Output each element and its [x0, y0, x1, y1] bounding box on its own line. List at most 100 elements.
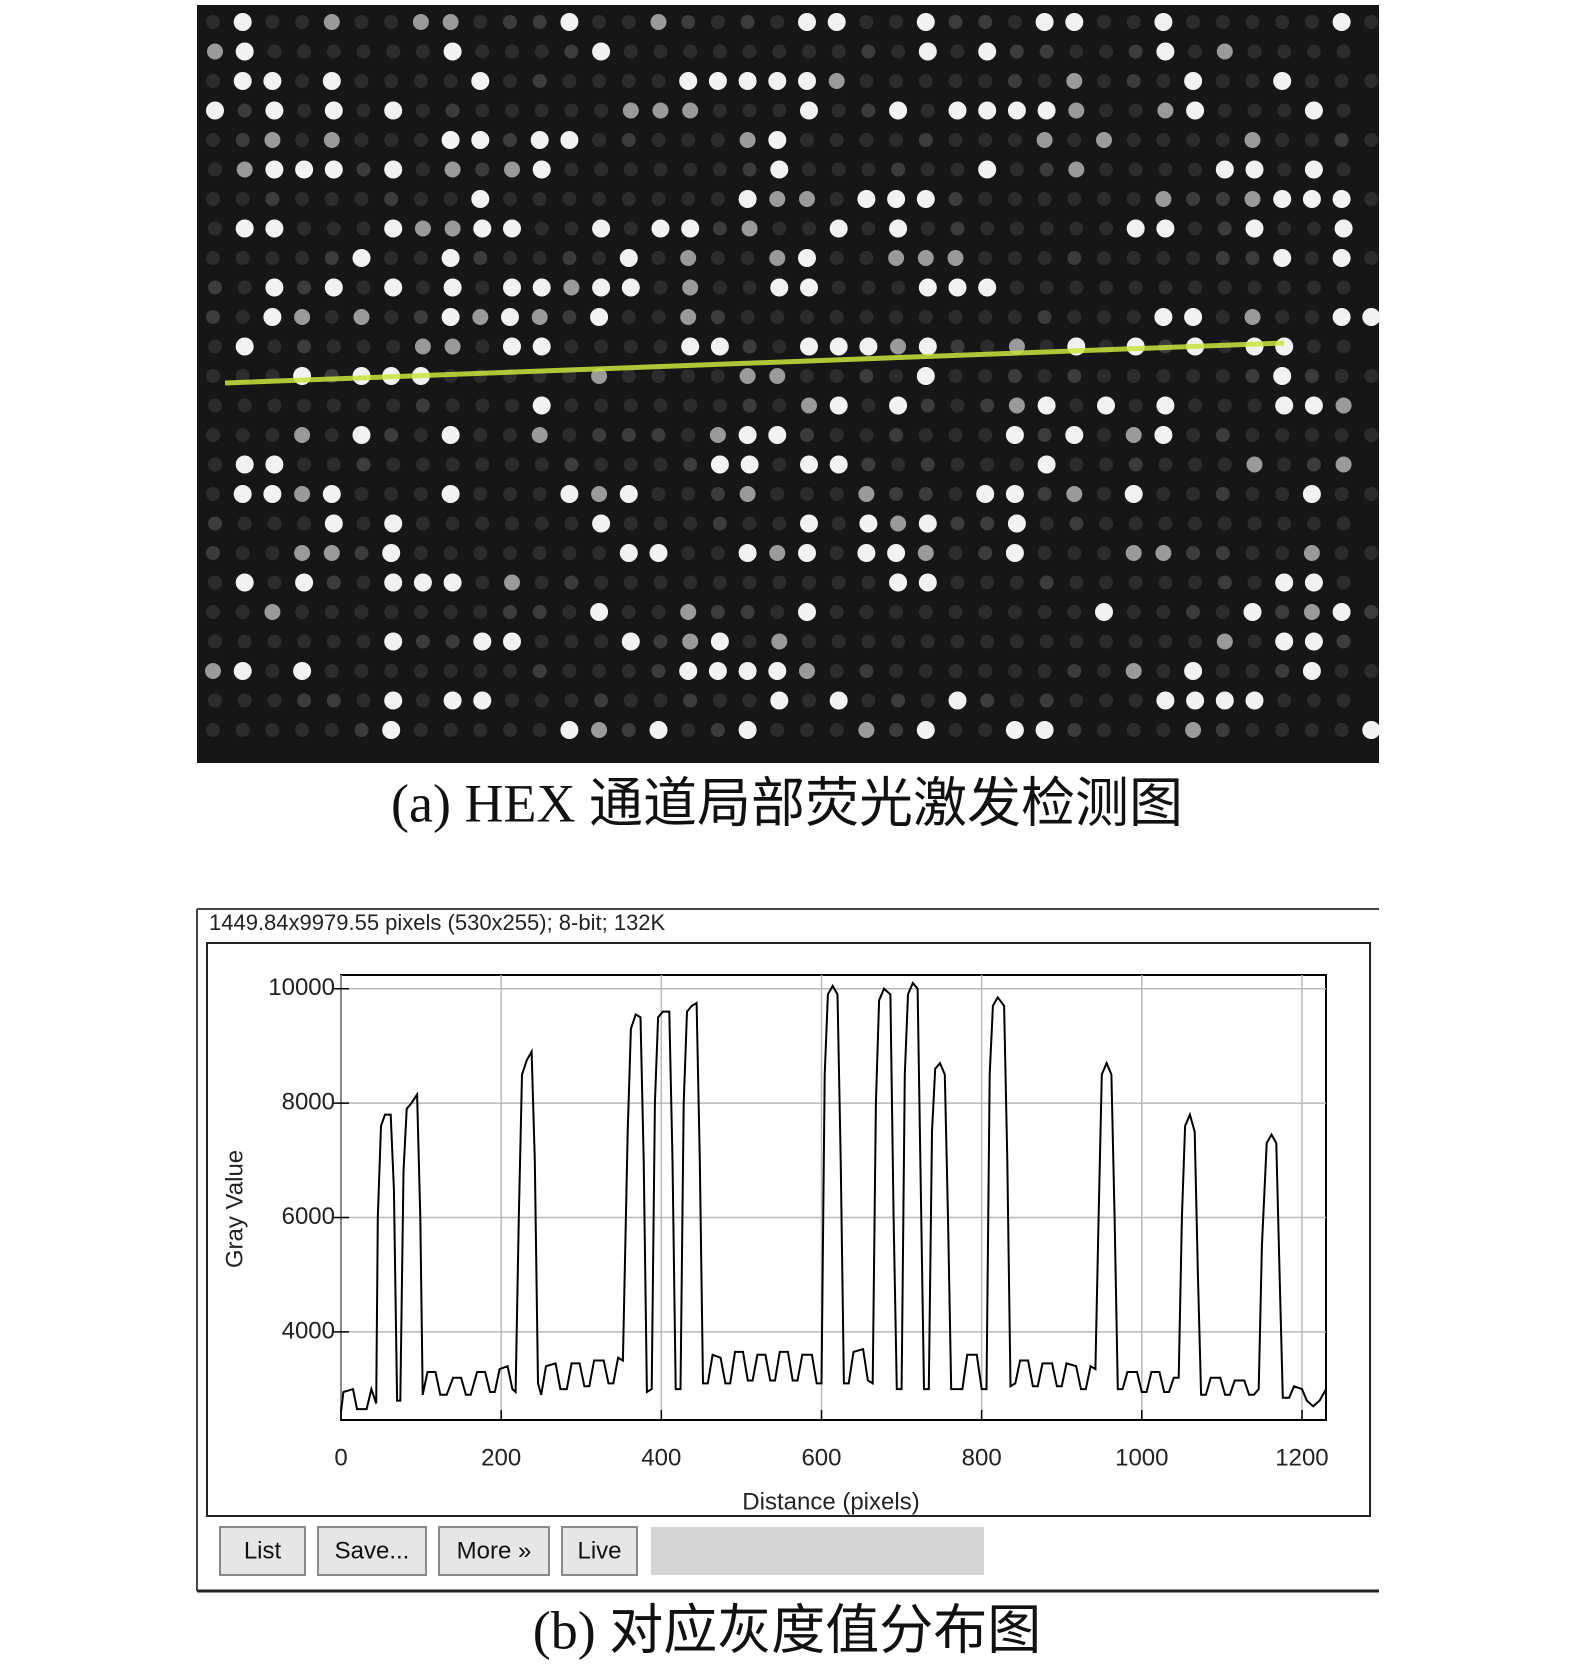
dot: [208, 398, 222, 413]
dot: [1336, 575, 1351, 590]
dot: [651, 310, 666, 324]
button-label[interactable]: List: [244, 1537, 282, 1564]
dot: [651, 487, 666, 501]
dot: [1099, 457, 1113, 472]
dot: [1007, 133, 1022, 147]
dot: [1215, 691, 1234, 710]
dot: [206, 133, 220, 147]
dot: [1335, 456, 1352, 473]
dot: [710, 251, 725, 265]
dot: [265, 219, 284, 238]
dot: [384, 632, 403, 651]
dot: [1069, 398, 1084, 413]
dot: [681, 15, 696, 29]
dot: [532, 160, 551, 179]
dot: [1303, 545, 1320, 561]
dot: [889, 219, 908, 238]
dot: [682, 279, 699, 296]
dot: [564, 575, 579, 590]
dot: [206, 310, 220, 324]
dot: [592, 133, 607, 147]
dot: [889, 428, 904, 442]
dot: [1188, 457, 1203, 472]
dot: [1066, 73, 1083, 89]
dot: [208, 516, 222, 531]
dot: [738, 721, 757, 739]
dot: [295, 160, 314, 179]
dot: [237, 634, 252, 649]
dot: [532, 337, 551, 356]
dot: [1334, 369, 1349, 383]
dot: [263, 72, 282, 90]
dot: [413, 723, 428, 737]
button[interactable]: [561, 1526, 638, 1576]
dot: [621, 310, 636, 324]
dot: [1334, 219, 1353, 238]
dot: [534, 103, 549, 118]
dot: [1009, 162, 1024, 177]
dot: [950, 634, 965, 649]
dot: [560, 721, 579, 739]
dot: [443, 74, 458, 88]
dot: [861, 103, 876, 118]
dot: [1005, 485, 1024, 503]
dot: [829, 428, 844, 442]
dot: [473, 664, 488, 678]
dot: [594, 398, 609, 413]
dot: [680, 604, 697, 620]
dot: [235, 251, 250, 265]
dot: [916, 721, 935, 739]
button[interactable]: [219, 1526, 306, 1576]
dot: [326, 575, 341, 590]
dot: [920, 162, 935, 177]
button-label[interactable]: Live: [577, 1537, 621, 1564]
dot: [594, 693, 609, 708]
dot: [594, 339, 609, 354]
dot: [948, 369, 963, 383]
dot: [802, 221, 816, 236]
dot: [829, 337, 848, 356]
dot: [504, 161, 520, 178]
dot: [889, 133, 904, 147]
dot: [798, 603, 816, 621]
dot: [1364, 369, 1379, 383]
dot: [384, 514, 403, 533]
dot: [1069, 634, 1084, 649]
button[interactable]: [438, 1526, 550, 1576]
dot: [208, 339, 222, 354]
dot: [441, 308, 460, 326]
dot: [1128, 693, 1143, 708]
dot: [1304, 723, 1319, 737]
dot: [473, 219, 492, 238]
dot: [829, 219, 848, 238]
dot: [980, 516, 995, 531]
button-label[interactable]: More »: [457, 1537, 532, 1564]
dot: [1008, 397, 1025, 414]
dot: [978, 723, 993, 737]
button-label[interactable]: Save...: [335, 1537, 410, 1564]
dot: [651, 605, 666, 619]
dot: [710, 723, 725, 737]
dot: [1037, 546, 1052, 560]
dot: [354, 74, 369, 88]
dot: [1216, 43, 1233, 60]
dot: [918, 133, 933, 147]
dot: [683, 516, 698, 531]
dot: [742, 44, 757, 59]
dot: [769, 368, 786, 384]
dot: [683, 457, 698, 472]
dot: [1215, 369, 1230, 383]
dot: [1005, 544, 1024, 562]
dot: [653, 575, 668, 590]
dot: [235, 723, 250, 737]
dot: [1188, 162, 1203, 177]
dot: [622, 102, 639, 119]
button[interactable]: [317, 1526, 427, 1576]
dot: [1186, 369, 1201, 383]
dot: [384, 278, 403, 297]
dot: [770, 15, 785, 29]
dot: [442, 14, 459, 30]
dot: [1099, 634, 1113, 649]
dot: [443, 691, 462, 710]
